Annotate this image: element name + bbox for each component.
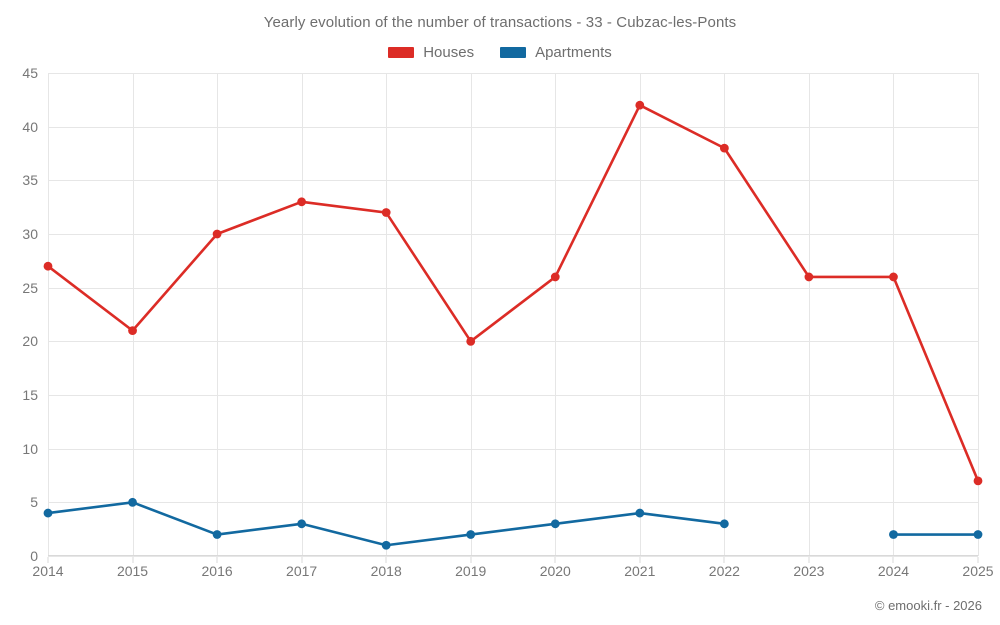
x-axis-tick <box>47 557 49 563</box>
data-point-apartments[interactable] <box>889 530 898 539</box>
x-axis-tick-label: 2018 <box>370 563 402 579</box>
x-axis-tick-label: 2020 <box>539 563 571 579</box>
y-axis-tick-label: 10 <box>22 440 38 457</box>
gridline-vertical <box>217 73 219 556</box>
gridline-vertical <box>978 73 979 556</box>
x-axis-tick <box>639 557 641 563</box>
legend-swatch-houses <box>388 47 415 58</box>
data-point-houses[interactable] <box>43 261 53 271</box>
chart-legend: Houses Apartments <box>0 44 1000 61</box>
gridline-horizontal <box>48 448 978 450</box>
data-point-apartments[interactable] <box>128 497 137 507</box>
data-point-apartments[interactable] <box>212 530 222 539</box>
gridline-vertical <box>808 73 810 556</box>
gridline-horizontal <box>48 556 978 557</box>
data-point-houses[interactable] <box>297 197 307 207</box>
data-point-houses[interactable] <box>719 143 729 153</box>
data-point-houses[interactable] <box>381 208 391 217</box>
x-axis-tick-label: 2021 <box>624 563 656 579</box>
data-point-apartments[interactable] <box>43 508 53 518</box>
gridline-horizontal <box>48 234 978 235</box>
x-axis-tick <box>892 557 894 563</box>
y-axis-tick-label: 30 <box>22 226 38 242</box>
legend-label-apartments: Apartments <box>535 44 612 61</box>
legend-item-apartments[interactable]: Apartments <box>500 44 612 61</box>
x-axis-tick <box>301 557 303 563</box>
x-axis-tick <box>723 557 725 563</box>
x-axis-tick <box>216 557 218 563</box>
gridline-horizontal <box>48 502 978 504</box>
data-point-houses[interactable] <box>550 272 560 282</box>
x-axis-tick-label: 2016 <box>201 563 233 579</box>
data-point-houses[interactable] <box>212 229 222 239</box>
series-line-houses <box>46 103 980 483</box>
data-point-apartments[interactable] <box>297 519 307 529</box>
series-line-apartments <box>46 501 726 547</box>
x-axis-tick <box>808 557 810 563</box>
data-point-apartments[interactable] <box>381 540 391 550</box>
legend-label-houses: Houses <box>423 44 475 61</box>
y-axis-tick-label: 35 <box>22 172 38 189</box>
x-axis-tick-label: 2022 <box>708 563 740 579</box>
gridline-vertical <box>470 73 472 556</box>
y-axis-labels: 0 5 10 15 20 25 30 35 40 45 <box>0 65 38 564</box>
x-axis-tick <box>977 557 979 563</box>
x-axis-tick-label: 2025 <box>962 563 994 579</box>
gridline-vertical <box>48 73 49 556</box>
gridline-vertical <box>893 73 895 556</box>
x-axis-tick-label: 2024 <box>877 563 910 579</box>
x-axis-labels: 2014 2015 2016 2017 2018 2019 2020 2021 2022 2023… <box>32 563 993 587</box>
data-point-houses[interactable] <box>128 326 137 335</box>
gridline-horizontal <box>48 126 978 128</box>
y-axis-tick-label: 0 <box>30 548 38 564</box>
gridline-horizontal <box>48 73 978 74</box>
series-layer <box>43 100 983 550</box>
gridline-vertical <box>639 73 641 556</box>
x-axis-tick-label: 2014 <box>32 563 64 579</box>
data-point-houses[interactable] <box>804 272 814 282</box>
data-point-apartments[interactable] <box>635 508 645 518</box>
chart-title: Yearly evolution of the number of transa… <box>263 14 737 31</box>
y-axis-tick-label: 45 <box>22 65 38 81</box>
data-point-apartments[interactable] <box>973 530 983 539</box>
plot-area <box>43 73 983 557</box>
gridline-vertical <box>132 73 134 556</box>
x-axis-tick <box>470 557 472 563</box>
data-point-apartments[interactable] <box>719 519 729 529</box>
y-axis-tick-label: 20 <box>22 333 38 350</box>
data-point-apartments[interactable] <box>466 530 476 539</box>
gridline-vertical <box>386 73 388 556</box>
data-point-houses[interactable] <box>466 336 476 346</box>
gridline-vertical <box>301 73 303 556</box>
copyright-footer: © emooki.fr - 2026 <box>874 598 982 613</box>
legend-item-houses[interactable]: Houses <box>388 44 474 61</box>
x-axis-tick <box>554 557 556 563</box>
gridline-vertical <box>724 73 726 556</box>
x-axis-tick-label: 2017 <box>286 563 318 579</box>
x-axis-line <box>48 555 978 556</box>
legend-swatch-apartments <box>500 47 527 58</box>
data-point-apartments[interactable] <box>550 519 560 529</box>
y-axis-tick-label: 5 <box>30 494 38 511</box>
x-axis-tick-label: 2015 <box>116 563 149 579</box>
data-point-houses[interactable] <box>973 476 983 486</box>
y-axis-tick-label: 40 <box>22 118 38 135</box>
gridline-horizontal <box>48 287 978 289</box>
gridline-horizontal <box>48 341 978 343</box>
x-axis-tick-label: 2023 <box>793 563 825 579</box>
y-axis-tick-label: 15 <box>22 387 38 403</box>
x-axis-tick-label: 2019 <box>455 563 487 579</box>
x-axis-tick <box>385 557 387 563</box>
x-axis-ticks <box>47 557 979 565</box>
gridline-horizontal <box>48 395 978 396</box>
gridline-horizontal <box>48 180 978 182</box>
data-point-houses[interactable] <box>889 272 898 282</box>
data-point-houses[interactable] <box>635 100 645 110</box>
y-axis-tick-label: 25 <box>22 279 38 296</box>
gridline-vertical <box>555 73 557 556</box>
x-axis-tick <box>132 557 134 563</box>
